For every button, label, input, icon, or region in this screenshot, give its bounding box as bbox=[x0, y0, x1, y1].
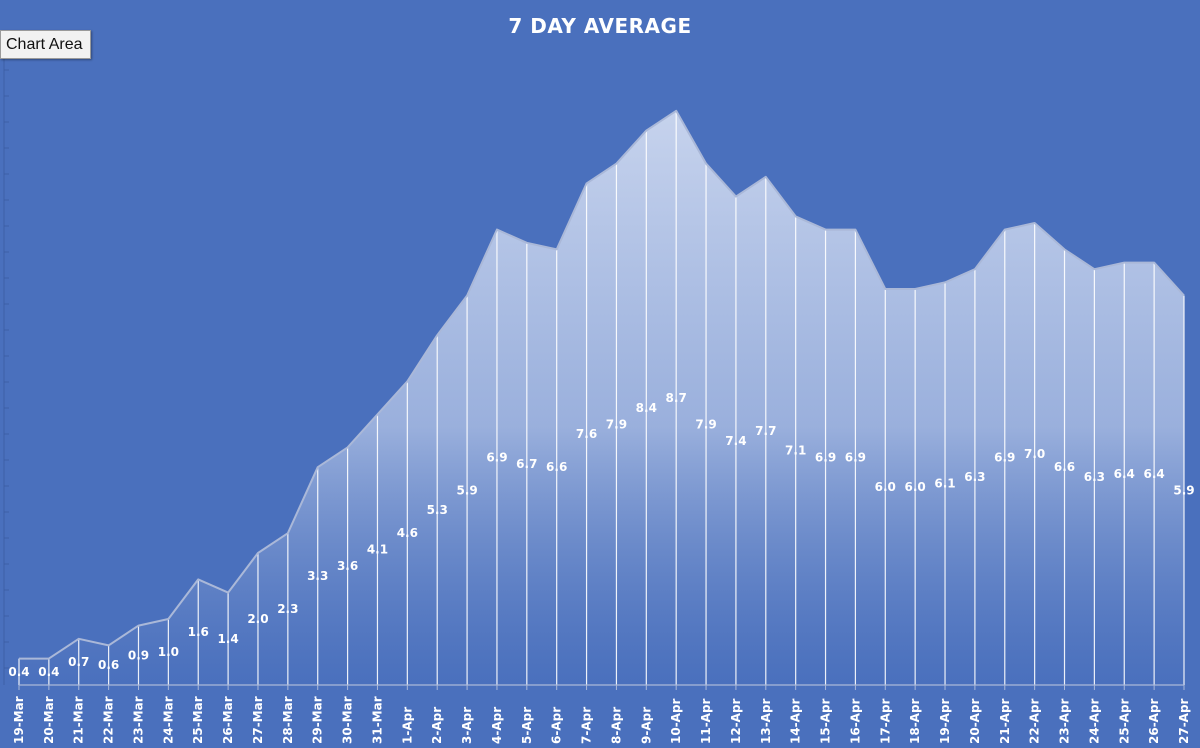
x-tick-label: 25-Mar bbox=[191, 696, 205, 744]
data-label: 6.3 bbox=[964, 470, 985, 484]
x-tick-label: 8-Apr bbox=[609, 707, 623, 744]
x-tick-label: 19-Apr bbox=[938, 698, 952, 744]
x-tick-label: 13-Apr bbox=[759, 698, 773, 744]
x-tick-label: 24-Mar bbox=[161, 696, 175, 744]
x-tick-label: 6-Apr bbox=[550, 707, 564, 744]
x-tick-label: 23-Mar bbox=[131, 696, 145, 744]
data-label: 0.9 bbox=[128, 648, 149, 662]
x-tick-label: 25-Apr bbox=[1117, 698, 1131, 744]
x-tick-label: 15-Apr bbox=[819, 698, 833, 744]
x-tick-label: 3-Apr bbox=[460, 707, 474, 744]
x-tick-label: 5-Apr bbox=[520, 707, 534, 744]
data-label: 5.3 bbox=[427, 503, 448, 517]
data-label: 4.6 bbox=[397, 526, 418, 540]
x-tick-label: 30-Mar bbox=[341, 696, 355, 744]
x-tick-label: 14-Apr bbox=[789, 698, 803, 744]
x-tick-label: 21-Apr bbox=[998, 698, 1012, 744]
x-tick-label: 27-Mar bbox=[251, 696, 265, 744]
data-label: 8.4 bbox=[636, 401, 657, 415]
data-label: 6.0 bbox=[905, 480, 926, 494]
x-tick-label: 19-Mar bbox=[12, 696, 26, 744]
data-label: 7.0 bbox=[1024, 447, 1045, 461]
data-label: 7.9 bbox=[606, 417, 627, 431]
data-label: 6.3 bbox=[1084, 470, 1105, 484]
data-label: 7.7 bbox=[755, 424, 776, 438]
data-label: 1.0 bbox=[158, 645, 179, 659]
data-label: 3.3 bbox=[307, 569, 328, 583]
x-tick-label: 31-Mar bbox=[370, 696, 384, 744]
x-tick-label: 11-Apr bbox=[699, 698, 713, 744]
data-label: 6.0 bbox=[875, 480, 896, 494]
x-tick-label: 10-Apr bbox=[669, 698, 683, 744]
chart-area-tooltip: Chart Area bbox=[0, 30, 92, 59]
x-tick-label: 27-Apr bbox=[1177, 698, 1191, 744]
x-tick-label: 28-Mar bbox=[281, 696, 295, 744]
x-tick-label: 22-Apr bbox=[1028, 698, 1042, 744]
y-axis-ticks bbox=[3, 30, 9, 685]
x-tick-label: 1-Apr bbox=[400, 707, 414, 744]
data-label: 6.6 bbox=[1054, 460, 1075, 474]
x-tick-label: 9-Apr bbox=[639, 707, 653, 744]
data-label: 6.4 bbox=[1143, 467, 1164, 481]
x-tick-label: 20-Mar bbox=[42, 696, 56, 744]
data-label: 5.9 bbox=[1173, 483, 1194, 497]
data-label: 6.9 bbox=[815, 450, 836, 464]
data-label: 0.4 bbox=[8, 665, 29, 679]
data-label: 0.4 bbox=[38, 665, 59, 679]
x-tick-label: 20-Apr bbox=[968, 698, 982, 744]
data-label: 6.4 bbox=[1114, 467, 1135, 481]
chart-title: 7 DAY AVERAGE bbox=[508, 14, 692, 38]
data-label: 0.7 bbox=[68, 655, 89, 669]
data-label: 6.1 bbox=[934, 477, 955, 491]
x-tick-label: 22-Mar bbox=[102, 696, 116, 744]
x-tick-label: 23-Apr bbox=[1058, 698, 1072, 744]
data-label: 6.6 bbox=[546, 460, 567, 474]
x-tick-label: 7-Apr bbox=[580, 707, 594, 744]
area-series[interactable] bbox=[19, 110, 1184, 686]
data-label: 6.9 bbox=[994, 450, 1015, 464]
x-tick-label: 4-Apr bbox=[490, 707, 504, 744]
data-label: 0.6 bbox=[98, 658, 119, 672]
data-label: 8.7 bbox=[666, 391, 687, 405]
x-tick-label: 26-Apr bbox=[1147, 698, 1161, 744]
data-label: 1.6 bbox=[188, 625, 209, 639]
data-label: 2.3 bbox=[277, 602, 298, 616]
data-label: 5.9 bbox=[456, 483, 477, 497]
series-line[interactable] bbox=[19, 109, 1185, 660]
x-tick-label: 2-Apr bbox=[430, 707, 444, 744]
x-tick-label: 24-Apr bbox=[1087, 698, 1101, 744]
data-label: 7.1 bbox=[785, 444, 806, 458]
data-label: 6.9 bbox=[845, 450, 866, 464]
data-label: 7.9 bbox=[695, 417, 716, 431]
data-label: 3.6 bbox=[337, 559, 358, 573]
data-label: 7.4 bbox=[725, 434, 746, 448]
x-tick-label: 17-Apr bbox=[878, 698, 892, 744]
x-tick-label: 16-Apr bbox=[848, 698, 862, 744]
data-label: 6.9 bbox=[486, 450, 507, 464]
data-label: 4.1 bbox=[367, 543, 388, 557]
data-label: 2.0 bbox=[247, 612, 268, 626]
x-tick-label: 29-Mar bbox=[311, 696, 325, 744]
data-label: 6.7 bbox=[516, 457, 537, 471]
data-label: 1.4 bbox=[217, 632, 238, 646]
data-label: 7.6 bbox=[576, 427, 597, 441]
x-tick-label: 21-Mar bbox=[72, 696, 86, 744]
x-tick-label: 26-Mar bbox=[221, 696, 235, 744]
x-tick-label: 18-Apr bbox=[908, 698, 922, 744]
x-tick-label: 12-Apr bbox=[729, 698, 743, 744]
